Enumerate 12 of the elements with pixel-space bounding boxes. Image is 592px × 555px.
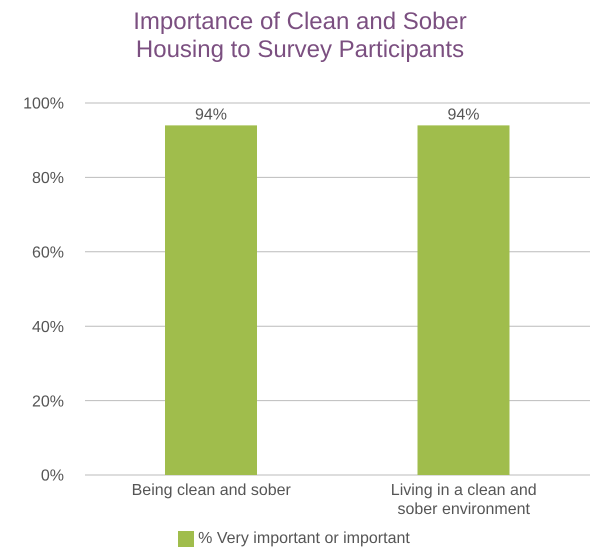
y-tick-label: 100% (23, 96, 64, 113)
legend-label: % Very important or important (198, 530, 410, 547)
chart-title: Importance of Clean and Sober Housing to Survey Participants (132, 8, 468, 65)
data-label: 94% (194, 106, 228, 124)
y-tick-label: 80% (32, 170, 64, 188)
x-tick-label: Living in a clean and sober environment (390, 482, 537, 518)
data-label: 94% (447, 106, 480, 124)
y-tick-label: 0% (40, 468, 64, 485)
y-tick-label: 40% (32, 318, 64, 336)
x-tick-label: Being clean and sober (132, 482, 292, 499)
y-tick-label: 20% (32, 393, 64, 410)
y-tick-label: 60% (32, 244, 64, 262)
